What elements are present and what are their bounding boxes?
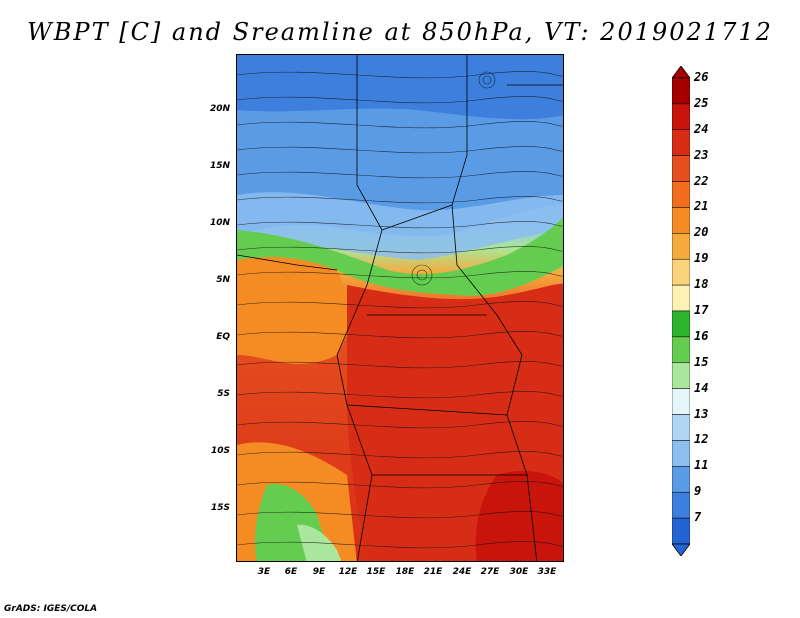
colorbar-label: 18 — [694, 277, 709, 292]
colorbar-segment — [672, 310, 690, 338]
lon-label: 3E — [257, 567, 271, 577]
orange-west-region — [237, 257, 357, 364]
lat-label: 15N — [209, 161, 230, 171]
colorbar-segment — [672, 414, 690, 441]
lat-label: 15S — [210, 503, 230, 513]
colorbar-label: 24 — [694, 121, 709, 136]
chart-title: WBPT [C] and Sreamline at 850hPa, VT: 20… — [27, 18, 773, 46]
colorbar — [672, 66, 690, 556]
colorbar-top-arrow — [672, 66, 690, 79]
colorbar-segment — [672, 466, 690, 493]
colorbar-label: 13 — [694, 406, 709, 421]
lon-label: 6E — [284, 567, 298, 577]
lat-label: 5S — [217, 389, 230, 399]
lon-label: 9E — [312, 567, 326, 577]
colorbar-segment — [672, 388, 690, 415]
colorbar-label: 11 — [694, 458, 709, 473]
lat-label: 5N — [216, 275, 230, 285]
lon-label: 27E — [480, 567, 500, 577]
map-panel — [236, 54, 564, 562]
colorbar-label: 20 — [694, 225, 709, 240]
colorbar-segment — [672, 336, 690, 364]
lon-label: 12E — [338, 567, 358, 577]
grads-credit: GrADS: IGES/COLA — [4, 604, 98, 614]
lon-label: 18E — [395, 567, 415, 577]
lon-label: 15E — [366, 567, 386, 577]
colorbar-segment — [672, 233, 690, 260]
colorbar-label: 9 — [694, 484, 702, 499]
colorbar-segment — [672, 77, 690, 105]
hottest-region-southeast — [475, 470, 563, 561]
lat-label: 10S — [210, 446, 230, 456]
colorbar-label: 25 — [694, 95, 709, 110]
colorbar-segment — [672, 103, 690, 131]
colorbar-label: 15 — [694, 354, 709, 369]
colorbar-label: 21 — [694, 199, 709, 214]
lon-label: 24E — [452, 567, 472, 577]
colorbar-label: 17 — [694, 303, 709, 317]
colorbar-segment — [672, 284, 690, 312]
country-borders — [237, 55, 563, 561]
colorbar-segment — [672, 207, 690, 234]
lon-label: 33E — [537, 567, 557, 577]
lon-label: 21E — [423, 567, 443, 577]
colorbar-segment — [672, 129, 690, 156]
colorbar-segment — [672, 258, 690, 286]
colorbar-segment — [672, 362, 690, 389]
colorbar-label: 12 — [694, 432, 709, 447]
colorbar-segment — [672, 517, 690, 545]
colorbar-segment — [672, 181, 690, 208]
colorbar-label: 16 — [694, 328, 709, 343]
colorbar-segment — [672, 440, 690, 467]
coldest-region-north — [237, 55, 563, 120]
light-blue-band — [237, 192, 563, 260]
colorbar-label: 19 — [694, 251, 709, 266]
lat-label: 10N — [209, 218, 230, 228]
lon-label: 30E — [509, 567, 529, 577]
colorbar-segment — [672, 491, 690, 519]
colorbar-segment — [672, 155, 690, 182]
colorbar-label: 7 — [694, 510, 702, 525]
colorbar-bottom-arrow — [672, 543, 690, 556]
colorbar-label: 22 — [694, 173, 709, 188]
colorbar-label: 14 — [694, 380, 709, 395]
lat-label: 20N — [209, 104, 230, 114]
lat-label: EQ — [216, 332, 230, 342]
colorbar-label: 23 — [694, 147, 709, 162]
green-band — [237, 217, 563, 296]
wbpt-field-map — [237, 55, 563, 561]
streamlines — [237, 71, 563, 549]
colorbar-label: 26 — [694, 70, 709, 84]
